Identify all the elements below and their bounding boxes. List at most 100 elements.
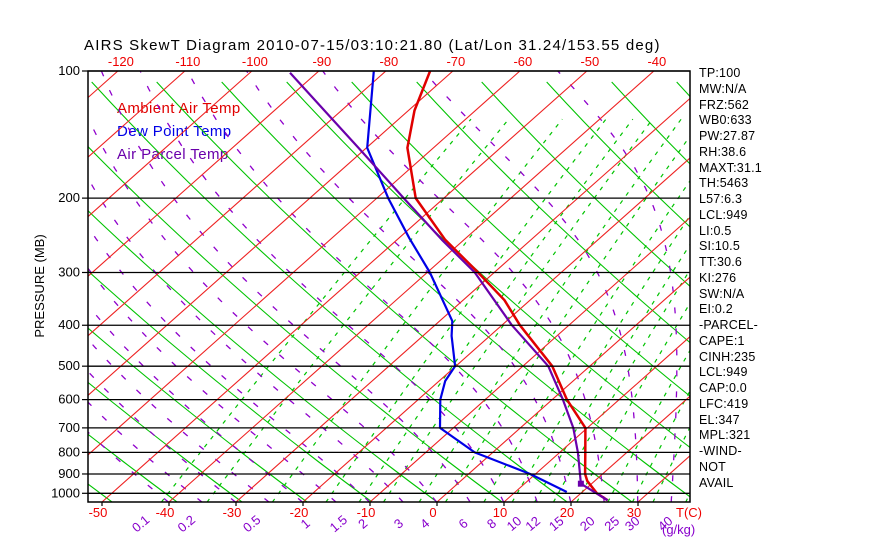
isotherm-gridline — [88, 71, 320, 277]
mixing-ratio-gridline — [160, 118, 472, 502]
dry-adiabat-gridline — [88, 210, 438, 502]
isotherm-gridline — [88, 71, 521, 456]
mixing-ratio-gridline — [652, 426, 690, 502]
isotherm-gridline — [168, 71, 655, 502]
mixing-ratio-gridline — [483, 179, 690, 502]
plot-area — [88, 71, 870, 502]
mixing-ratio-gridline — [511, 214, 690, 502]
chart-title: AIRS SkewT Diagram 2010-07-15/03:10:21.8… — [84, 37, 661, 54]
stat-line: SI:10.5 — [699, 239, 741, 254]
isotherm-gridline — [88, 71, 186, 158]
isotherm-gridline — [235, 97, 690, 502]
mixing-ratio-gridline — [358, 118, 634, 502]
ambient-temp-curve — [406, 71, 609, 502]
top-temp-label: -100 — [242, 54, 268, 69]
pressure-tick-label: 200 — [58, 190, 80, 205]
dry-adiabat-gridline — [91, 81, 568, 502]
stat-line: LFC:419 — [699, 396, 749, 411]
moist-adiabat-gridline — [88, 116, 438, 502]
lcl-marker — [577, 480, 584, 487]
parcel-temp-curve — [289, 72, 609, 502]
dry-adiabat-gridline — [416, 81, 690, 344]
stat-line: AVAIL — [699, 475, 734, 490]
dry-adiabat-gridline — [88, 270, 373, 502]
mixing-ratio-gridline — [382, 118, 653, 502]
bottom-temp-label: 20 — [560, 505, 574, 520]
mixing-ratio-gridline — [607, 349, 690, 502]
stats-panel: TP:100 MW:N/A FRZ:562 WB0:633 PW:27.87 RH:38.… — [699, 66, 762, 491]
mixing-ratio-gridline — [534, 243, 690, 502]
isotherm-gridline — [88, 71, 253, 218]
top-temp-label: -40 — [647, 54, 666, 69]
mixing-ratio-label: 20 — [577, 513, 598, 534]
dry-adiabat-gridline — [611, 81, 690, 165]
moist-adiabat-gridline — [88, 225, 371, 502]
top-temp-label: -90 — [312, 54, 331, 69]
mixing-ratio-gridline — [631, 389, 690, 502]
isotherm-gridline — [88, 71, 119, 99]
isotherm-gridline — [302, 157, 690, 502]
pressure-tick-label: 1000 — [51, 485, 80, 500]
pressure-tick-label: 100 — [58, 63, 80, 78]
stat-line: -WIND- — [699, 444, 742, 458]
moist-adiabat-gridline — [705, 71, 734, 502]
dry-adiabat-gridline — [676, 81, 690, 98]
mixing-ratio-label: 3 — [391, 515, 406, 531]
pressure-tick-label: 400 — [58, 317, 80, 332]
stat-line: RH:38.6 — [699, 144, 747, 159]
bottom-temp-label: 10 — [493, 505, 507, 520]
bottom-temp-label: -10 — [357, 505, 376, 520]
stat-line: LCL:949 — [699, 365, 748, 380]
mixing-unit-label: (g/kg) — [662, 522, 695, 537]
moist-adiabat-gridline — [88, 304, 304, 502]
mixing-ratio-label: 1.5 — [327, 512, 350, 535]
stat-line: MAXT:31.1 — [699, 160, 762, 175]
dry-adiabat-gridline — [156, 81, 633, 502]
moist-adiabat-gridline — [322, 71, 605, 502]
mixing-ratio-label: 0.5 — [240, 512, 263, 535]
mixing-ratio-label: 6 — [456, 515, 471, 531]
stat-line: MW:N/A — [699, 81, 747, 96]
moist-adiabat-gridline — [772, 71, 870, 502]
isotherm-gridline — [88, 71, 454, 397]
dry-adiabat-gridline — [88, 327, 308, 502]
moist-adiabat-gridline — [88, 177, 404, 502]
moist-adiabat-gridline — [100, 71, 471, 502]
isotherm-gridline — [88, 71, 387, 337]
top-temp-label: -80 — [379, 54, 398, 69]
isotherm-gridline — [436, 276, 690, 502]
mixing-ratio-gridline — [685, 491, 690, 502]
stat-line: PW:27.87 — [699, 129, 756, 143]
stat-line: CAP:0.0 — [699, 381, 747, 395]
isotherm-gridline — [503, 335, 690, 502]
pressure-tick-label: 500 — [58, 358, 80, 373]
top-temp-label: -50 — [580, 54, 599, 69]
mixing-ratio-label: 25 — [601, 513, 622, 534]
dry-adiabat-gridline — [351, 81, 690, 397]
stat-line: LI:0.5 — [699, 223, 732, 238]
top-temp-label: -70 — [446, 54, 465, 69]
stat-line: -PARCEL- — [699, 318, 759, 332]
pressure-tick-label: 300 — [58, 264, 80, 279]
stat-line: FRZ:562 — [699, 97, 750, 112]
legend-air-parcel-temp: Air Parcel Temp — [117, 146, 229, 163]
isotherm-gridline — [570, 395, 690, 502]
mixing-ratio-gridline — [444, 135, 690, 502]
stat-line: WB0:633 — [699, 113, 752, 128]
stat-line: TT:30.6 — [699, 255, 743, 269]
stat-line: EL:347 — [699, 412, 740, 427]
mixing-ratio-label: 0.1 — [129, 512, 152, 535]
moist-adiabat-gridline — [88, 431, 170, 502]
bottom-temp-label: -40 — [156, 505, 175, 520]
bottom-temp-label: 0 — [429, 505, 436, 520]
dry-adiabat-gridline — [88, 145, 503, 502]
stat-line: EI:0.2 — [699, 302, 733, 317]
isotherm-gridline — [101, 71, 588, 502]
moist-adiabat-gridline — [738, 71, 817, 502]
mixing-ratio-gridline — [552, 268, 690, 502]
dry-adiabat-gridline — [546, 81, 690, 228]
pressure-tick-label: 700 — [58, 420, 80, 435]
stat-line: MPL:321 — [699, 428, 751, 443]
